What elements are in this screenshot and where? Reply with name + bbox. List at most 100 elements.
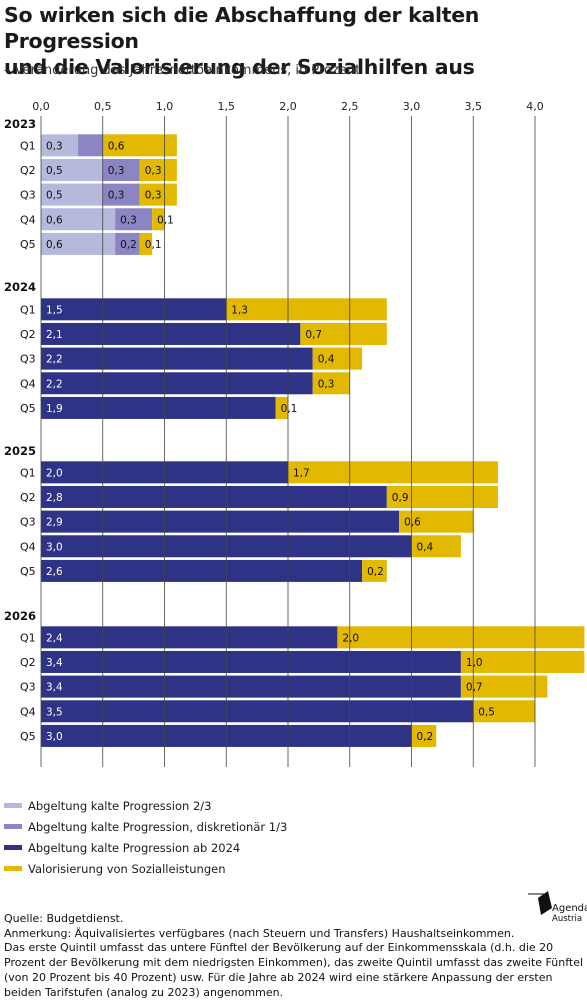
value-label-2023-Q4-light: 0,6 xyxy=(46,214,63,226)
chart-notes: Quelle: Budgetdienst. Anmerkung: Äquival… xyxy=(4,912,584,1000)
value-label-2023-Q4-yellow: 0,1 xyxy=(157,214,174,226)
quintile-label-2024-Q3: Q3 xyxy=(20,353,36,366)
value-label-2025-Q3-yellow: 0,6 xyxy=(404,517,421,529)
value-label-2023-Q2-mid: 0,3 xyxy=(108,165,125,177)
bar-2023-Q4-mid xyxy=(115,208,153,231)
bar-2023-Q3-mid xyxy=(102,183,140,206)
quintile-label-2025-Q5: Q5 xyxy=(20,565,36,578)
bar-2024-Q1-dark xyxy=(41,298,227,321)
value-label-2025-Q1-dark: 2,0 xyxy=(46,467,63,479)
bar-2025-Q3-yellow xyxy=(399,510,474,533)
bar-2024-Q3-dark xyxy=(41,347,313,370)
value-label-2024-Q2-dark: 2,1 xyxy=(46,329,63,341)
value-label-2023-Q2-yellow: 0,3 xyxy=(145,165,162,177)
bar-2023-Q2-mid xyxy=(102,158,140,181)
bar-2023-Q1-light xyxy=(41,134,79,157)
legend-swatch-dark xyxy=(4,845,22,850)
value-label-2025-Q2-dark: 2,8 xyxy=(46,492,63,504)
chart-legend: Abgeltung kalte Progression 2/3 Abgeltun… xyxy=(4,795,287,879)
x-tick-7: 3,5 xyxy=(465,100,483,113)
legend-swatch-mid xyxy=(4,824,22,829)
source-note: Quelle: Budgetdienst. xyxy=(4,912,124,925)
bar-2025-Q4-yellow xyxy=(411,535,461,558)
bar-2023-Q2-light xyxy=(41,158,103,181)
value-label-2025-Q5-yellow: 0,2 xyxy=(367,566,384,578)
quintile-label-2026-Q1: Q1 xyxy=(20,631,36,644)
value-label-2024-Q3-yellow: 0,4 xyxy=(318,354,335,366)
value-label-2024-Q2-yellow: 0,7 xyxy=(305,329,322,341)
value-label-2025-Q4-yellow: 0,4 xyxy=(417,541,434,553)
legend-swatch-yellow xyxy=(4,866,22,871)
value-label-2025-Q5-dark: 2,6 xyxy=(46,566,63,578)
bar-2024-Q1-yellow xyxy=(226,298,387,321)
value-label-2026-Q2-yellow: 1,0 xyxy=(466,657,483,669)
quintile-label-2023-Q1: Q1 xyxy=(20,139,36,152)
value-label-2023-Q5-mid: 0,2 xyxy=(120,239,137,251)
legend-swatch-light xyxy=(4,803,22,808)
value-label-2026-Q3-dark: 3,4 xyxy=(46,682,63,694)
x-tick-5: 2,5 xyxy=(341,100,359,113)
quintile-label-2025-Q4: Q4 xyxy=(20,540,36,553)
legend-item-yellow: Valorisierung von Sozialleistungen xyxy=(4,858,287,879)
bar-2024-Q4-yellow xyxy=(312,372,350,395)
chart-title-line-2: und die Valorisierung der Sozialhilfen a… xyxy=(4,55,475,79)
value-label-2026-Q5-dark: 3,0 xyxy=(46,731,63,743)
x-tick-4: 2,0 xyxy=(279,100,297,113)
bar-2026-Q5-yellow xyxy=(411,724,437,747)
bar-2023-Q4-yellow xyxy=(152,208,165,231)
value-label-2026-Q5-yellow: 0,2 xyxy=(417,731,434,743)
chart-subtitle: – Veränderung des Jahresnettoeinkommens,… xyxy=(4,63,361,78)
year-label-2023: 2023 xyxy=(4,117,36,131)
quintile-label-2026-Q3: Q3 xyxy=(20,681,36,694)
note-line-2: Das erste Quintil umfasst das untere Fün… xyxy=(4,941,554,955)
bar-2026-Q3-dark xyxy=(41,675,461,698)
quintile-label-2026-Q5: Q5 xyxy=(20,730,36,743)
value-label-2024-Q3-dark: 2,2 xyxy=(46,354,63,366)
bar-2023-Q4-light xyxy=(41,208,116,231)
logo-text: Agenda Austria xyxy=(552,903,587,925)
value-label-2026-Q2-dark: 3,4 xyxy=(46,657,63,669)
quintile-label-2024-Q4: Q4 xyxy=(20,377,36,390)
value-label-2026-Q3-yellow: 0,7 xyxy=(466,682,483,694)
value-label-2026-Q1-dark: 2,4 xyxy=(46,632,63,644)
bar-2023-Q5-light xyxy=(41,232,116,255)
legend-label-dark: Abgeltung kalte Progression ab 2024 xyxy=(28,840,241,855)
year-label-2025: 2025 xyxy=(4,444,36,458)
bar-2023-Q3-light xyxy=(41,183,103,206)
quintile-label-2026-Q2: Q2 xyxy=(20,656,36,669)
logo-line-2: Austria xyxy=(552,914,583,924)
bar-2025-Q2-dark xyxy=(41,485,387,508)
year-label-2026: 2026 xyxy=(4,609,36,623)
legend-label-light: Abgeltung kalte Progression 2/3 xyxy=(28,798,212,813)
value-label-2024-Q1-yellow: 1,3 xyxy=(231,304,248,316)
bar-2025-Q1-yellow xyxy=(288,461,498,484)
value-label-2025-Q3-dark: 2,9 xyxy=(46,517,63,529)
quintile-label-2023-Q5: Q5 xyxy=(20,238,36,251)
value-label-2024-Q4-yellow: 0,3 xyxy=(318,378,335,390)
legend-item-mid: Abgeltung kalte Progression, diskretionä… xyxy=(4,816,287,837)
x-tick-0: 0,0 xyxy=(32,100,50,113)
legend-label-mid: Abgeltung kalte Progression, diskretionä… xyxy=(28,819,288,834)
note-line-1: Anmerkung: Äquivalisiertes verfügbares (… xyxy=(4,926,515,940)
bar-2024-Q2-dark xyxy=(41,322,301,345)
bar-2026-Q3-yellow xyxy=(460,675,548,698)
value-label-2025-Q1-yellow: 1,7 xyxy=(293,467,310,479)
value-label-2025-Q4-dark: 3,0 xyxy=(46,541,63,553)
bar-2023-Q3-yellow xyxy=(139,183,177,206)
bar-2023-Q5-yellow xyxy=(139,232,153,255)
bar-2024-Q2-yellow xyxy=(300,322,387,345)
logo-line-1: Agenda xyxy=(552,903,587,914)
bar-2026-Q1-dark xyxy=(41,626,338,649)
x-tick-8: 4,0 xyxy=(526,100,544,113)
chart-title: So wirken sich die Abschaffung der kalte… xyxy=(4,2,584,80)
bar-2024-Q5-dark xyxy=(41,396,276,419)
quintile-label-2023-Q4: Q4 xyxy=(20,213,36,226)
value-label-2025-Q2-yellow: 0,9 xyxy=(392,492,409,504)
note-line-4: (von 20 Prozent bis 40 Prozent) usw. Für… xyxy=(4,970,553,984)
value-label-2023-Q3-mid: 0,3 xyxy=(108,190,125,202)
bar-2023-Q2-yellow xyxy=(139,158,177,181)
bar-2025-Q5-yellow xyxy=(362,559,387,582)
legend-item-light: Abgeltung kalte Progression 2/3 xyxy=(4,795,287,816)
value-label-2023-Q3-yellow: 0,3 xyxy=(145,190,162,202)
bar-2026-Q2-yellow xyxy=(460,650,585,673)
